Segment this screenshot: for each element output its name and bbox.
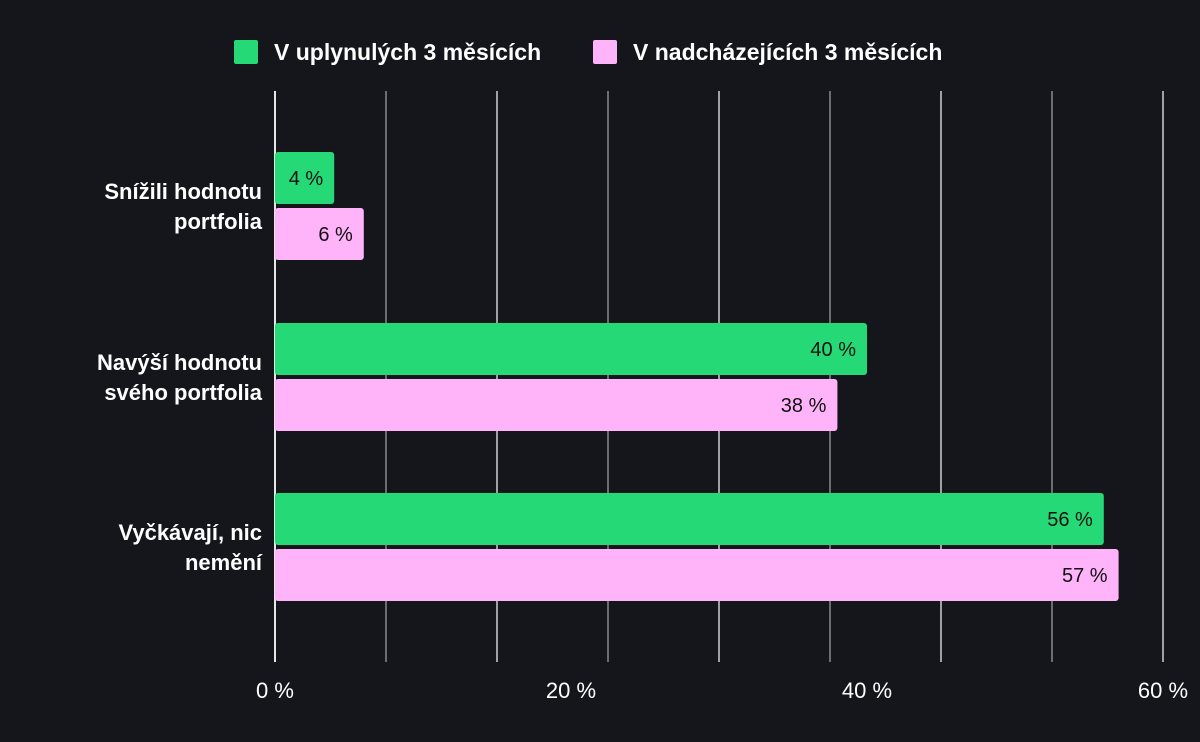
x-tick-label: 40 % (842, 678, 892, 703)
bar (275, 208, 364, 260)
legend-label: V nadcházejících 3 měsících (633, 39, 942, 65)
x-tick-label: 0 % (256, 678, 294, 703)
category-labels: Snížili hodnotu portfolia Navýší hodnotu sv… (97, 179, 263, 575)
bars: 4 % 6 % 40 % 38 % 56 % 57 % (275, 152, 1119, 601)
bar (275, 379, 838, 431)
legend-label: V uplynulých 3 měsících (274, 39, 541, 65)
bar-value-label: 56 % (1047, 509, 1093, 531)
legend: V uplynulých 3 měsících V nadcházejících … (234, 39, 942, 65)
legend-swatch (593, 40, 617, 64)
category-label: Snížili hodnotu portfolia (104, 179, 262, 234)
legend-swatch (234, 40, 258, 64)
bar-value-label: 38 % (781, 395, 827, 417)
bar (275, 152, 335, 204)
bar-value-label: 6 % (318, 224, 353, 246)
x-tick-label: 20 % (546, 678, 596, 703)
bar-value-label: 4 % (289, 168, 324, 190)
bar (275, 549, 1119, 601)
bar (275, 493, 1104, 545)
bar-value-label: 40 % (810, 339, 856, 361)
bar-value-label: 57 % (1062, 565, 1108, 587)
x-axis-tick-labels: 0 % 20 % 40 % 60 % (256, 678, 1188, 703)
x-tick-label: 60 % (1138, 678, 1188, 703)
bar (275, 323, 867, 375)
category-label: Navýší hodnotu svého portfolia (97, 350, 263, 405)
category-label: Vyčkávají, nic nemění (118, 520, 262, 575)
